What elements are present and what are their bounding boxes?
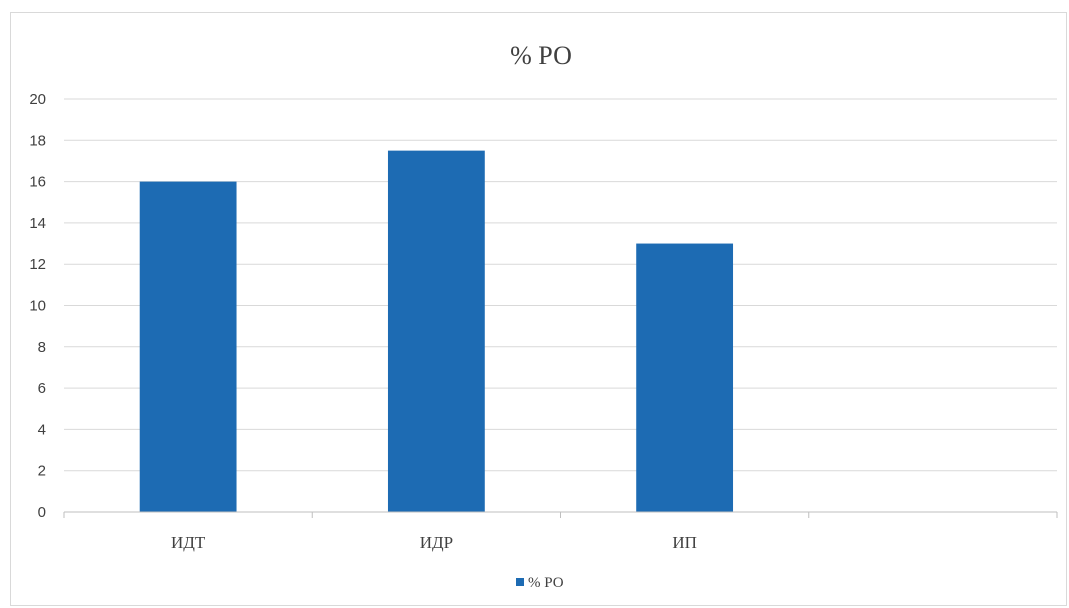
- x-axis: ИДТ ИДР ИП: [63, 511, 1058, 552]
- y-axis-ticks: 0 2 4 6 8 10 12 14 16 18 20: [29, 91, 46, 521]
- legend: % РО: [516, 575, 564, 591]
- y-tick-label: 14: [29, 215, 46, 232]
- y-tick-label: 10: [29, 298, 46, 315]
- y-tick-label: 20: [29, 91, 46, 108]
- x-tick-label: ИДТ: [171, 533, 206, 552]
- bar: [139, 181, 237, 512]
- bar: [387, 150, 485, 512]
- y-tick-label: 4: [38, 421, 46, 438]
- bars: [139, 150, 734, 513]
- y-tick-label: 18: [29, 132, 46, 149]
- y-tick-label: 16: [29, 174, 46, 191]
- y-tick-label: 6: [38, 380, 46, 397]
- y-tick-label: 12: [29, 256, 46, 273]
- chart-title: % РО: [510, 41, 572, 70]
- legend-swatch: [516, 578, 524, 586]
- y-tick-label: 0: [38, 504, 46, 521]
- x-tick-label: ИДР: [420, 533, 453, 552]
- y-tick-label: 2: [38, 463, 46, 480]
- y-tick-label: 8: [38, 339, 46, 356]
- bar: [636, 243, 734, 513]
- x-tick-label: ИП: [672, 533, 697, 552]
- legend-label: % РО: [528, 575, 564, 591]
